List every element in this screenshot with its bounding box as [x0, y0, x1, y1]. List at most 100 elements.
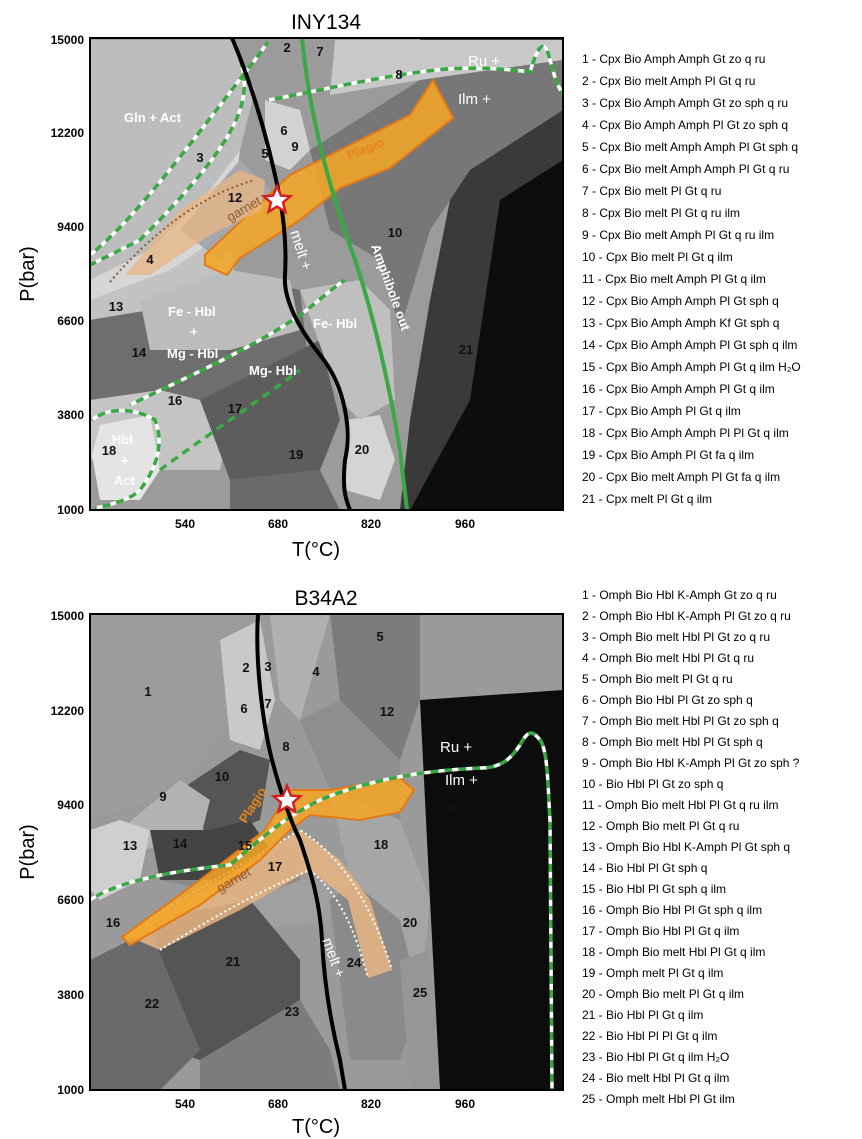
panel-a-field-number: 2 — [283, 40, 290, 55]
panel-b-field-4 — [270, 614, 330, 720]
panel-iny134: INY134 — [17, 11, 801, 561]
panel-b-y-tick: 9400 — [57, 798, 84, 812]
panel-b-legend-item: 6 - Omph Bio Hbl Pl Gt zo sph q — [582, 693, 753, 707]
panel-a-field-number: 8 — [395, 67, 402, 82]
panel-a-x-label: T(°C) — [292, 539, 340, 561]
panel-a-field-number: 21 — [459, 342, 473, 357]
panel-b-legend-item: 16 - Omph Bio Hbl Pl Gt sph q ilm — [582, 903, 762, 917]
panel-a-label-fe-hbl-right: Fe- Hbl — [313, 316, 357, 331]
panel-b-field-number: 8 — [282, 739, 289, 754]
panel-a-dashed-gln-act-green — [90, 40, 270, 257]
panel-b-legend-item: 7 - Omph Bio melt Hbl Pl Gt zo sph q — [582, 714, 779, 728]
panel-b-field-2-6 — [220, 620, 275, 750]
panel-a-legend-item: 7 - Cpx Bio melt Pl Gt q ru — [582, 184, 721, 198]
panel-b-field-number: 16 — [106, 915, 120, 930]
panel-a-label-gln-act: Gln + Act — [124, 110, 182, 125]
panel-a-garnet-field — [125, 170, 265, 275]
panel-a-x-tick: 820 — [361, 517, 381, 531]
panel-a-legend-item: 18 - Cpx Bio Amph Amph Pl Pl Gt q ilm — [582, 426, 789, 440]
panel-a-y-tick: 3800 — [57, 408, 84, 422]
panel-a-legend: 1 - Cpx Bio Amph Amph Gt zo q ru 2 - Cpx… — [582, 52, 801, 506]
panel-a-y-tick: 9400 — [57, 220, 84, 234]
panel-a-y-tick: 1000 — [57, 503, 84, 517]
panel-b-x-tick: 960 — [455, 1097, 475, 1111]
panel-a-field-number: 18 — [102, 443, 116, 458]
panel-a-legend-item: 3 - Cpx Bio Amph Amph Gt zo sph q ru — [582, 96, 788, 110]
panel-b-star-marker — [270, 782, 304, 815]
panel-a-y-tick: 12200 — [51, 126, 85, 140]
panel-a-field-number: 6 — [280, 123, 287, 138]
panel-a-x-ticks: 540 680 820 960 — [175, 517, 475, 531]
panel-a-label-mg-hbl-right: Mg- Hbl — [249, 363, 297, 378]
panel-a-x-tick: 540 — [175, 517, 195, 531]
panel-b-field-22 — [90, 930, 200, 1090]
panel-a-legend-item: 8 - Cpx Bio melt Pl Gt q ru ilm — [582, 206, 740, 220]
panel-a-dashed-rutile-green — [267, 44, 563, 102]
panel-a-legend-item: 14 - Cpx Bio Amph Amph Pl Gt sph q ilm — [582, 338, 797, 352]
panel-b-legend-item: 11 - Omph Bio melt Hbl Pl Gt q ru ilm — [582, 798, 779, 812]
panel-a-legend-item: 11 - Cpx Bio melt Amph Pl Gt q ilm — [582, 272, 766, 286]
panel-a-dashed-hbl-act — [90, 408, 161, 510]
panel-b-field-number: 23 — [285, 1004, 299, 1019]
panel-b-legend-item: 13 - Omph Bio Hbl K-Amph Pl Gt sph q — [582, 840, 790, 854]
panel-a-field-hbl-act — [92, 415, 160, 500]
panel-b-field-number: 13 — [123, 838, 137, 853]
panel-a-legend-item: 15 - Cpx Bio Amph Amph Pl Gt q ilm H₂O — [582, 360, 801, 374]
panel-a-field-19 — [230, 470, 340, 510]
panel-b-y-tick: 3800 — [57, 988, 84, 1002]
panel-a-legend-item: 10 - Cpx Bio melt Pl Gt q ilm — [582, 250, 733, 264]
panel-b-melt-line — [255, 614, 347, 1090]
panel-b-legend-item: 24 - Bio melt Hbl Pl Gt q ilm — [582, 1071, 729, 1085]
panel-b-legend-item: 19 - Omph melt Pl Gt q ilm — [582, 966, 723, 980]
panel-b-field-number: 9 — [159, 789, 166, 804]
panel-a-y-tick: 6600 — [57, 314, 84, 328]
panel-b-title: B34A2 — [294, 587, 357, 610]
panel-a-dashed-lower — [158, 368, 302, 472]
panel-a-x-tick: 680 — [268, 517, 288, 531]
panel-a-label-act: Act — [114, 473, 136, 488]
panel-b-field-numbers: 5 2 3 4 1 6 7 12 8 10 9 19 13 14 15 18 1… — [106, 629, 454, 1019]
panel-a-legend-item: 9 - Cpx Bio melt Amph Pl Gt q ru ilm — [582, 228, 774, 242]
panel-a-legend-item: 2 - Cpx Bio melt Amph Pl Gt q ru — [582, 74, 755, 88]
panel-b-dashed-rutile-green — [90, 731, 554, 1090]
panel-a-legend-item: 17 - Cpx Bio Amph Pl Gt q ilm — [582, 404, 741, 418]
panel-b-legend-item: 12 - Omph Bio melt Pl Gt q ru — [582, 819, 739, 833]
panel-b-field-number: 7 — [264, 696, 271, 711]
panel-b-field-number: 2 — [242, 660, 249, 675]
panel-a-dashed-mg-hbl-green — [129, 278, 346, 407]
panel-b-field-number: 18 — [374, 837, 388, 852]
panel-a-field-number: 3 — [196, 150, 203, 165]
panel-b-field-number: 25 — [413, 985, 427, 1000]
panel-b-field-number: 10 — [215, 769, 229, 784]
panel-b-legend-item: 21 - Bio Hbl Pl Gt q ilm — [582, 1008, 703, 1022]
panel-a-field-17 — [200, 340, 340, 480]
panel-b-field-19 — [420, 690, 563, 1090]
panel-a-y-label: P(bar) — [17, 246, 39, 302]
panel-b-legend-item: 9 - Omph Bio Hbl K-Amph Pl Gt zo sph ? — [582, 756, 800, 770]
panel-b-legend-item: 3 - Omph Bio melt Hbl Pl Gt zo q ru — [582, 630, 770, 644]
panel-a-legend-item: 1 - Cpx Bio Amph Amph Gt zo q ru — [582, 52, 765, 66]
panel-a-field-number: 19 — [289, 447, 303, 462]
panel-b-field-5 — [330, 614, 420, 760]
panel-a-label-hbl: Hbl — [112, 432, 133, 447]
panel-a-field-1 — [90, 40, 255, 280]
panel-b-legend-item: 1 - Omph Bio Hbl K-Amph Gt zo q ru — [582, 588, 777, 602]
panel-b-legend-item: 4 - Omph Bio melt Hbl Pl Gt q ru — [582, 651, 754, 665]
panel-b-legend: 1 - Omph Bio Hbl K-Amph Gt zo q ru 2 - O… — [582, 588, 800, 1106]
panel-b-legend-item: 23 - Bio Hbl Pl Gt q ilm H₂O — [582, 1050, 729, 1064]
panel-b-plagio-field — [120, 776, 416, 947]
panel-b-legend-item: 15 - Bio Hbl Pl Gt sph q ilm — [582, 882, 726, 896]
panel-a-field-fehbl-left — [140, 270, 300, 350]
panel-a-fields — [90, 38, 563, 510]
panel-b-field-number: 20 — [403, 915, 417, 930]
panel-b-field-number: 5 — [376, 629, 383, 644]
panel-a-legend-item: 13 - Cpx Bio Amph Amph Kf Gt sph q — [582, 316, 779, 330]
panel-a-label-ru: Ru + — [468, 53, 500, 70]
panel-a-legend-item: 5 - Cpx Bio melt Amph Amph Pl Gt sph q — [582, 140, 798, 154]
panel-a-field-number: 5 — [261, 146, 268, 161]
panel-b-field-number: 1 — [144, 684, 151, 699]
panel-a-x-tick: 960 — [455, 517, 475, 531]
panel-b-y-ticks: 15000 12200 9400 6600 3800 1000 — [51, 609, 85, 1097]
panel-b-legend-item: 14 - Bio Hbl Pl Gt sph q — [582, 861, 707, 875]
panel-b-legend-item: 17 - Omph Bio Hbl Pl Gt q ilm — [582, 924, 739, 938]
